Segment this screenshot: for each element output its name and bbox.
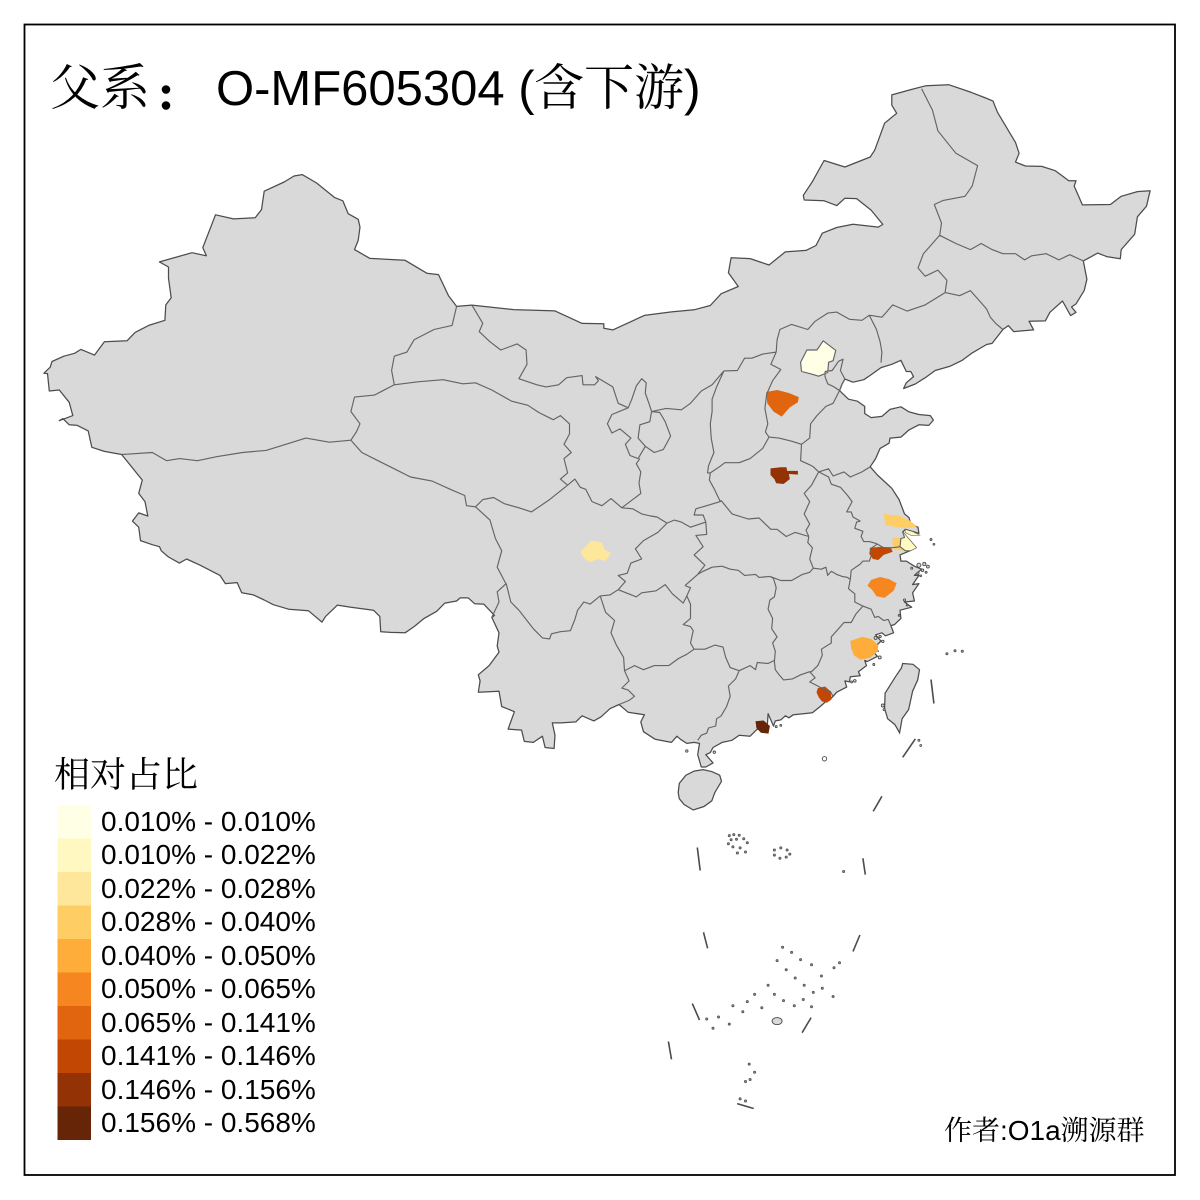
svg-text:0.146% - 0.156%: 0.146% - 0.156% — [101, 1074, 316, 1105]
svg-text:O-MF605304 (: O-MF605304 ( — [216, 62, 535, 116]
svg-text:0.050% - 0.065%: 0.050% - 0.065% — [101, 973, 316, 1004]
svg-text:0.065% - 0.141%: 0.065% - 0.141% — [101, 1007, 316, 1038]
svg-text:0.022% - 0.028%: 0.022% - 0.028% — [101, 873, 316, 904]
svg-text:0.028% - 0.040%: 0.028% - 0.040% — [101, 906, 316, 937]
svg-text:): ) — [684, 60, 701, 116]
svg-text:0.010% - 0.022%: 0.010% - 0.022% — [101, 839, 316, 870]
svg-text:0.141% - 0.146%: 0.141% - 0.146% — [101, 1040, 316, 1071]
svg-text:0.156% - 0.568%: 0.156% - 0.568% — [101, 1107, 316, 1138]
svg-text:0.010% - 0.010%: 0.010% - 0.010% — [101, 806, 316, 837]
svg-text:0.040% - 0.050%: 0.040% - 0.050% — [101, 940, 316, 971]
svg-text::O1a: :O1a — [1000, 1115, 1061, 1146]
